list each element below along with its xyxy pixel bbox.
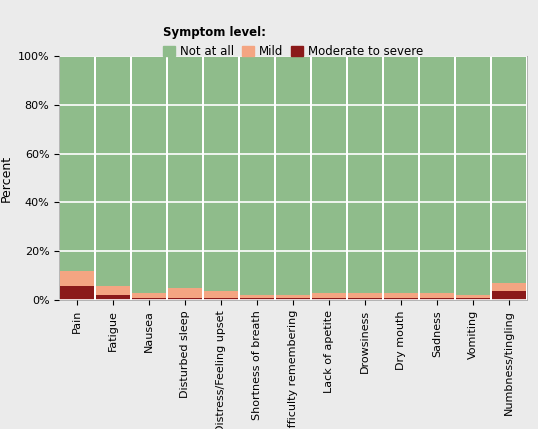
Bar (96, 286, 130, 296)
Bar (384, 293, 419, 298)
Bar (348, 56, 383, 293)
Bar (348, 293, 383, 298)
Bar (204, 56, 238, 290)
Bar (240, 56, 274, 296)
Bar (348, 298, 383, 300)
Bar (384, 56, 419, 293)
Bar (276, 298, 310, 300)
Bar (492, 56, 526, 283)
Y-axis label: Percent: Percent (0, 154, 12, 202)
Bar (204, 290, 238, 298)
Bar (168, 56, 202, 288)
Bar (132, 293, 166, 298)
Bar (240, 296, 274, 298)
Bar (96, 296, 130, 300)
Bar (60, 56, 94, 271)
Legend: Not at all, Mild, Moderate to severe: Not at all, Mild, Moderate to severe (161, 24, 426, 60)
Bar (492, 283, 526, 290)
Bar (276, 56, 310, 296)
Bar (456, 298, 490, 300)
Bar (420, 56, 454, 293)
Bar (420, 298, 454, 300)
Bar (168, 298, 202, 300)
Bar (132, 56, 166, 293)
Bar (312, 293, 346, 298)
Bar (492, 290, 526, 300)
Bar (456, 296, 490, 298)
Bar (312, 298, 346, 300)
Bar (384, 298, 419, 300)
Bar (60, 271, 94, 286)
Bar (312, 56, 346, 293)
Bar (132, 298, 166, 300)
Bar (96, 56, 130, 286)
Bar (420, 293, 454, 298)
Bar (168, 288, 202, 298)
Bar (204, 298, 238, 300)
Bar (456, 56, 490, 296)
Bar (276, 296, 310, 298)
Bar (240, 298, 274, 300)
Bar (60, 286, 94, 300)
